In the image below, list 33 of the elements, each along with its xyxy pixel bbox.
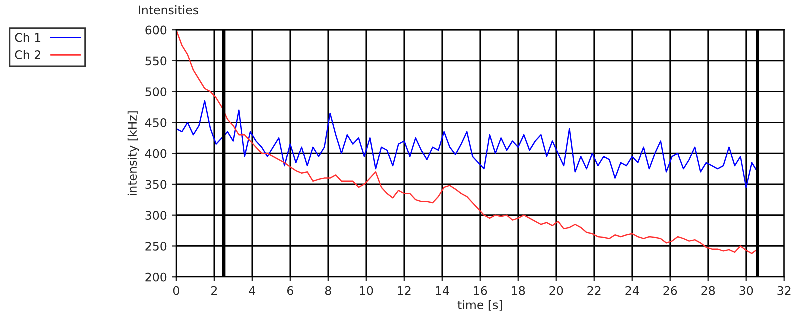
x-tick-label: 20 <box>550 286 564 296</box>
y-tick-label: 350 <box>146 180 167 190</box>
x-tick-label: 0 <box>173 286 180 296</box>
x-tick-label: 28 <box>702 286 716 296</box>
x-tick-label: 12 <box>398 286 411 296</box>
x-tick-label: 6 <box>287 286 294 296</box>
y-axis-title: intensity [kHz] <box>128 112 140 196</box>
x-tick-label: 10 <box>360 286 374 296</box>
line-series <box>176 30 758 254</box>
x-tick-label: 8 <box>325 286 332 296</box>
x-tick-label: 16 <box>474 286 488 296</box>
x-axis-title: time [s] <box>458 300 502 311</box>
y-tick-label: 400 <box>145 149 167 158</box>
x-tick-label: 30 <box>740 286 754 296</box>
x-tick-label: 2 <box>212 286 218 296</box>
legend-label: Ch 1 <box>15 33 41 42</box>
y-tick-label: 550 <box>146 56 167 66</box>
y-tick-label: 250 <box>146 242 167 251</box>
y-tick-label: 600 <box>146 26 167 35</box>
x-tick-label: 32 <box>778 286 791 296</box>
x-tick-label: 4 <box>249 286 256 296</box>
x-tick-label: 24 <box>626 286 640 296</box>
x-tick-label: 18 <box>512 286 526 296</box>
y-tick-label: 200 <box>146 272 167 282</box>
y-tick-label: 300 <box>146 211 167 220</box>
x-tick-label: 22 <box>588 286 601 296</box>
chart-title: Intensities <box>139 5 198 15</box>
x-tick-label: 14 <box>436 286 450 296</box>
legend-label: Ch 2 <box>15 50 40 60</box>
y-tick-label: 450 <box>145 118 167 128</box>
y-tick-label: 500 <box>146 88 167 96</box>
line-series <box>176 100 758 188</box>
x-tick-label: 26 <box>664 286 678 296</box>
